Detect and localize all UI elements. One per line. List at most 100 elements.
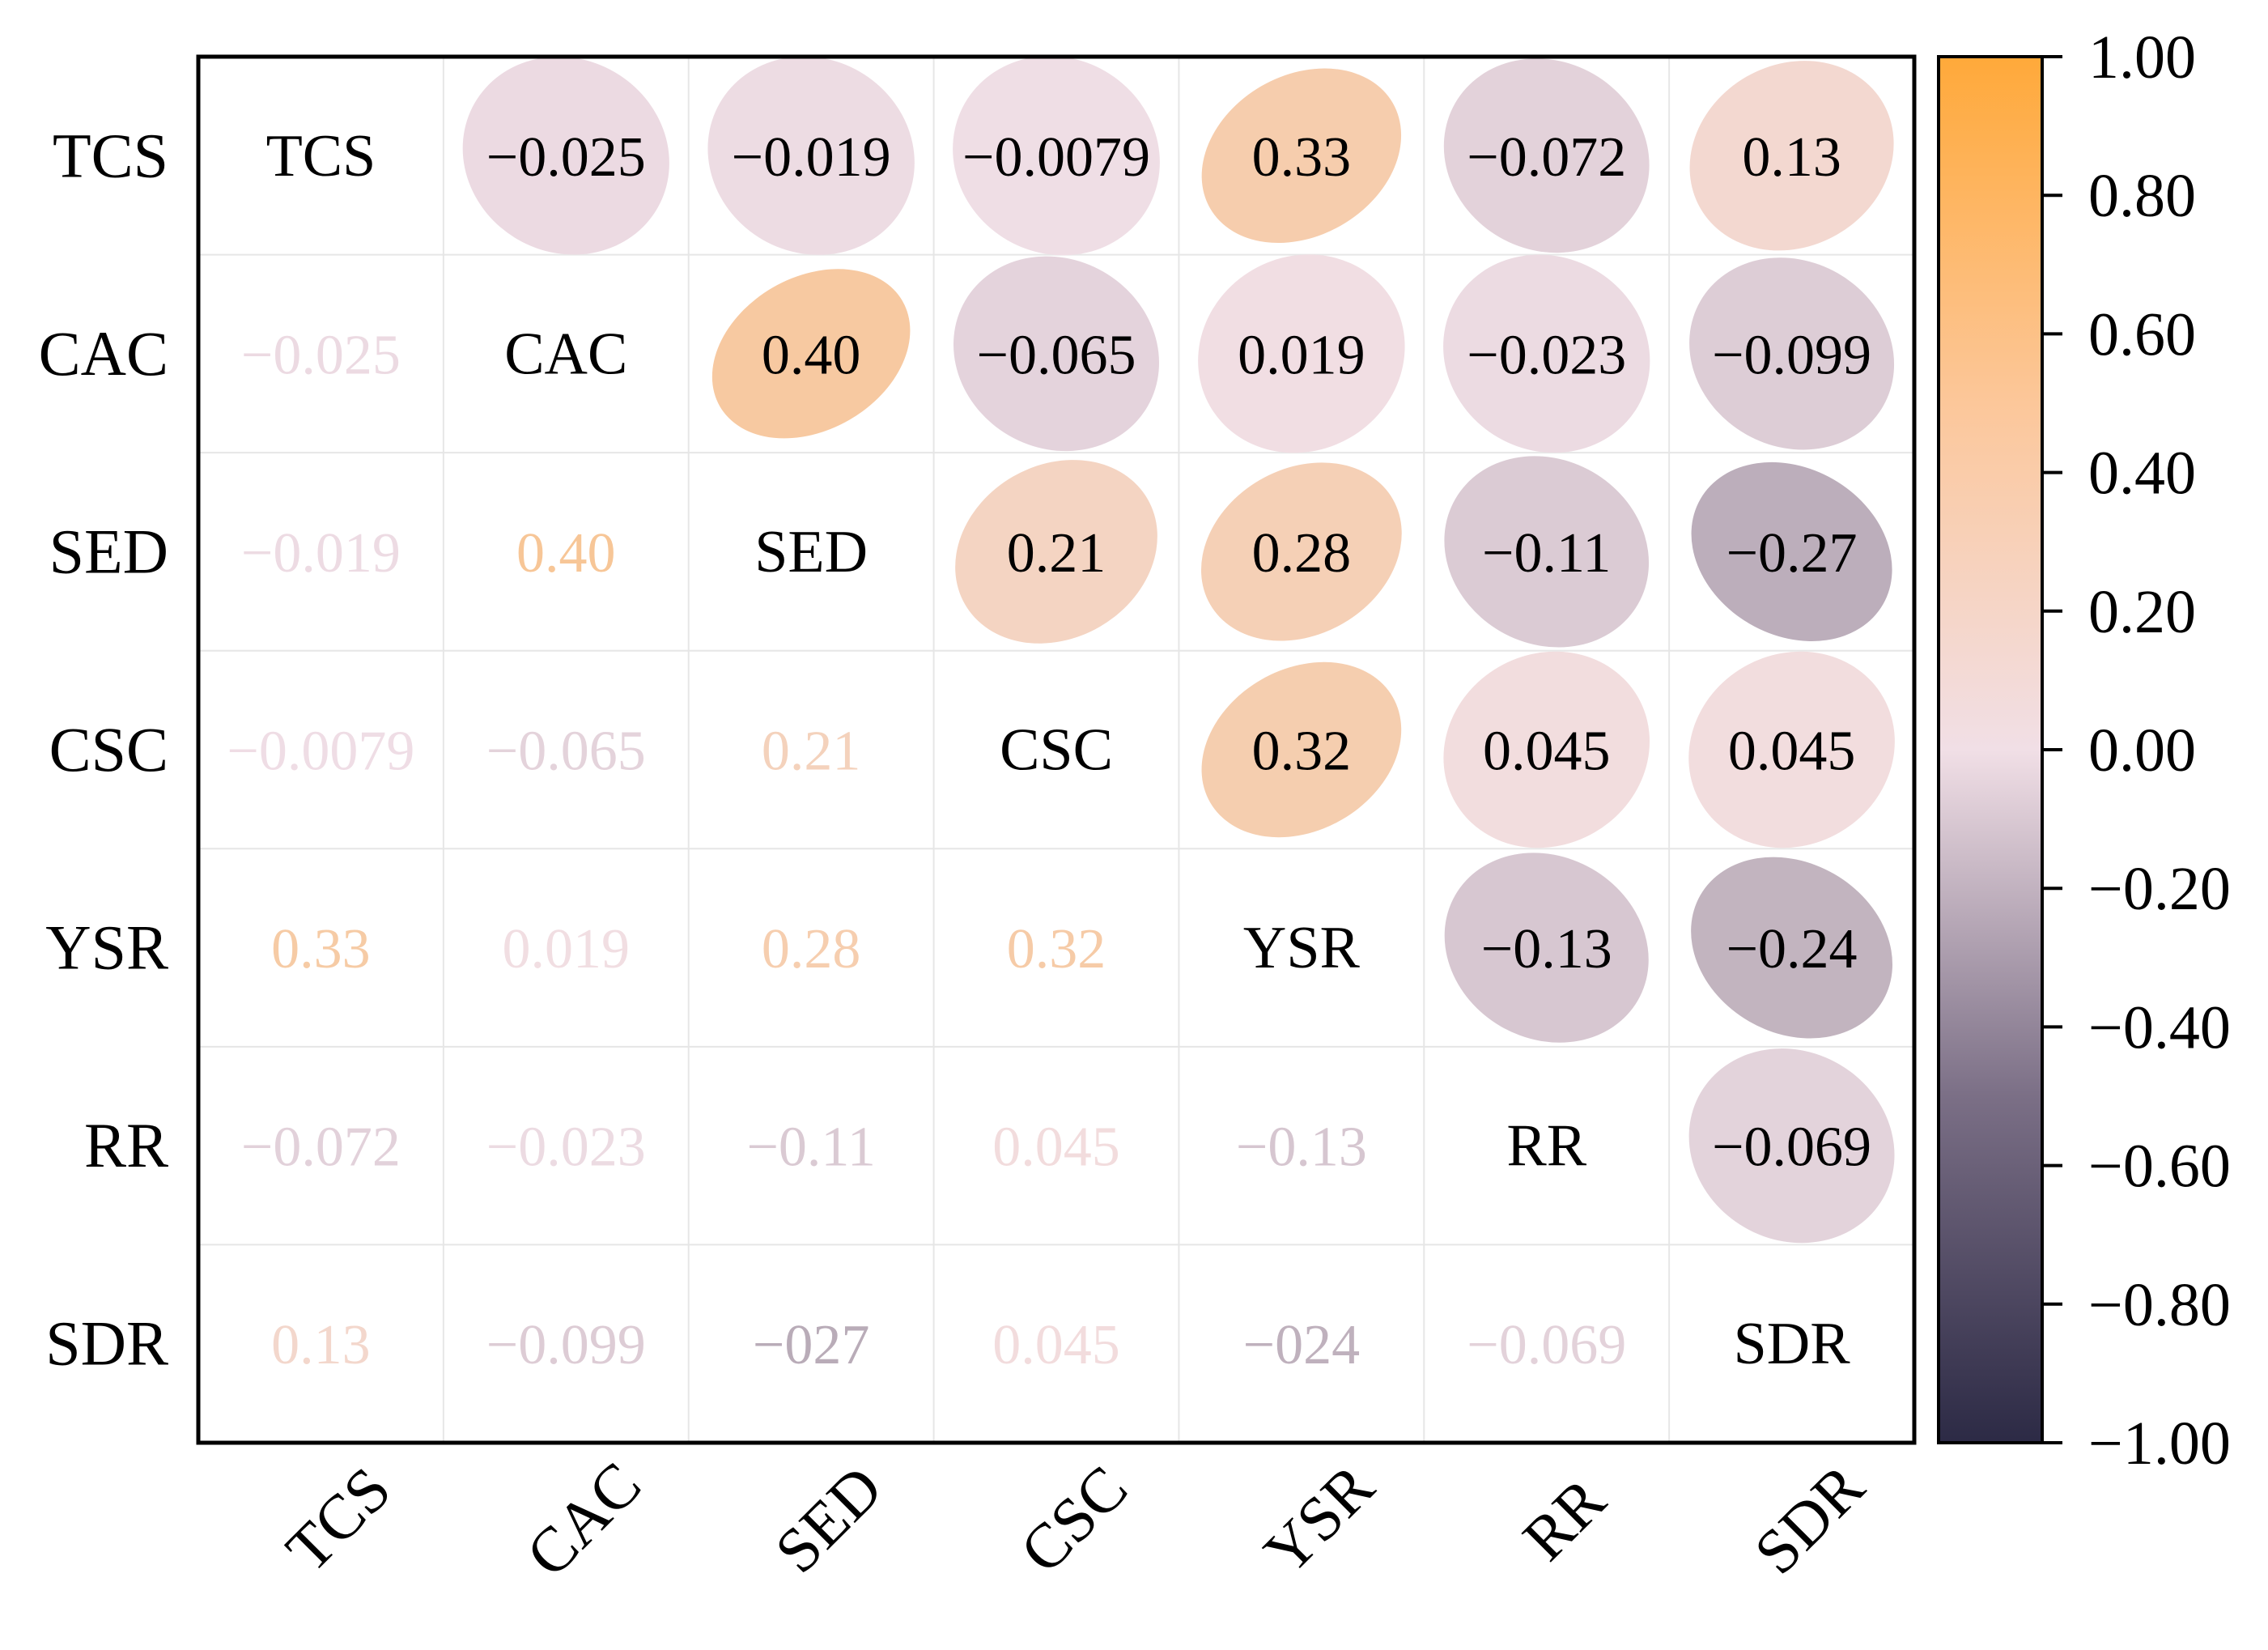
colorbar: 1.00 0.80 0.60 0.40 0.20 0.00 −0.20 −0.40 −0.60 −…: [1937, 23, 2231, 1478]
lower-value-sdr-csc: 0.045: [992, 1314, 1120, 1376]
correlation-ellipse: [1201, 68, 1402, 244]
lower-value-rr-tcs: −0.072: [241, 1116, 401, 1179]
correlation-ellipse: [707, 56, 915, 255]
colorbar-tick-label: −0.60: [2088, 1133, 2231, 1201]
diagonal-label-rr: RR: [1506, 1113, 1586, 1180]
x-tick-label-csc: CSC: [1006, 1452, 1140, 1586]
upper-value-label: 0.045: [1483, 721, 1611, 783]
y-tick-label-rr: RR: [84, 1110, 168, 1180]
x-tick-label-tcs: TCS: [272, 1453, 404, 1585]
correlation-ellipse: [1691, 461, 1892, 641]
y-tick-label-sed: SED: [49, 516, 168, 586]
x-tick-label-sed: SED: [762, 1452, 896, 1586]
x-tick-label-ysr: YSR: [1251, 1451, 1387, 1588]
ellipse-cell-cac-rr: −0.023: [1443, 254, 1650, 453]
ellipse-cell-tcs-sed: −0.019: [707, 56, 915, 255]
upper-value-label: −0.019: [732, 126, 891, 189]
colorbar-tick-label: 0.40: [2088, 440, 2196, 508]
correlation-ellipse: [1198, 254, 1405, 453]
upper-value-label: 0.045: [1728, 721, 1856, 783]
ellipse-cell-tcs-ysr: 0.33: [1201, 68, 1402, 244]
upper-value-label: −0.099: [1712, 324, 1871, 386]
correlation-ellipse: [953, 256, 1160, 452]
colorbar-tick-label: 0.60: [2088, 300, 2196, 368]
x-tick-label-rr: RR: [1509, 1465, 1618, 1574]
correlation-ellipse: [711, 269, 911, 439]
correlation-ellipse: [462, 57, 669, 255]
lower-value-rr-ysr: −0.13: [1236, 1116, 1367, 1179]
upper-value-label: −0.069: [1712, 1116, 1871, 1179]
colorbar-tick-label: −1.00: [2088, 1410, 2231, 1478]
ellipse-cell-tcs-rr: −0.072: [1443, 58, 1650, 253]
ellipse-cell-sed-csc: 0.21: [955, 460, 1157, 644]
lower-value-sdr-ysr: −024: [1243, 1314, 1360, 1376]
ellipse-cell-csc-sdr: 0.045: [1688, 651, 1895, 848]
correlation-ellipse: [1201, 661, 1402, 838]
colorbar-ticks: 1.00 0.80 0.60 0.40 0.20 0.00 −0.20 −0.40 −0.60 −…: [2042, 23, 2231, 1478]
upper-value-label: −0.13: [1481, 918, 1612, 980]
diagonal-label-csc: CSC: [1000, 717, 1113, 784]
upper-value-label: −0.065: [977, 324, 1136, 386]
y-tick-label-ysr: YSR: [45, 912, 168, 983]
lower-value-ysr-sed: 0.28: [762, 918, 861, 980]
y-tick-label-csc: CSC: [49, 714, 168, 785]
lower-value-sdr-sed: −027: [753, 1314, 869, 1376]
y-tick-label-sdr: SDR: [45, 1308, 168, 1379]
upper-value-label: 0.21: [1007, 522, 1106, 585]
colorbar-tick-label: 1.00: [2088, 23, 2196, 91]
correlation-ellipse: [1688, 651, 1895, 848]
correlation-ellipse: [955, 460, 1157, 644]
ellipse-cell-cac-ysr: 0.019: [1198, 254, 1405, 453]
upper-value-label: 0.13: [1742, 126, 1841, 189]
lower-value-sdr-tcs: 0.13: [271, 1314, 371, 1376]
lower-value-rr-csc: 0.045: [992, 1116, 1120, 1179]
ellipse-cell-cac-csc: −0.065: [953, 256, 1160, 452]
grid-lines: [198, 57, 1914, 1443]
lower-value-rr-sed: −0.11: [746, 1116, 875, 1179]
diagonal-label-tcs: TCS: [266, 123, 376, 189]
correlation-ellipse: [1444, 456, 1650, 648]
upper-value-label: −0.27: [1726, 522, 1858, 585]
colorbar-gradient: [1937, 55, 2044, 1444]
plot-frame: [196, 54, 1917, 1445]
colorbar-tick-label: −0.20: [2088, 855, 2231, 923]
upper-value-label: −0.11: [1482, 522, 1611, 585]
lower-value-csc-sed: 0.21: [762, 721, 861, 783]
ellipse-cell-ysr-sdr: −0.24: [1691, 857, 1893, 1039]
ellipse-cell-tcs-cac: −0.025: [462, 57, 669, 255]
ellipse-cell-csc-rr: 0.045: [1443, 651, 1650, 848]
lower-value-ysr-cac: 0.019: [503, 918, 631, 980]
upper-value-label: 0.28: [1252, 522, 1352, 585]
lower-value-csc-cac: −0.065: [486, 721, 646, 783]
colorbar-tick-label: 0.00: [2088, 717, 2196, 785]
diagonal-label-cac: CAC: [504, 321, 627, 387]
matrix-cells: TCS −0.025 −0.019 −0.0079 0.33 −0.072 0.13 −0.0…: [227, 56, 1895, 1377]
colorbar-tick-label: 0.80: [2088, 162, 2196, 230]
diagonal-label-ysr: YSR: [1243, 915, 1361, 981]
upper-value-label: −0.0079: [962, 126, 1150, 189]
ellipse-cell-cac-sed: 0.40: [711, 269, 911, 439]
x-tick-label-cac: CAC: [512, 1448, 654, 1590]
colorbar-tick-label: 0.20: [2088, 578, 2196, 646]
correlation-ellipse: [1444, 853, 1649, 1043]
lower-value-ysr-tcs: 0.33: [271, 918, 371, 980]
upper-value-label: −0.023: [1467, 324, 1626, 386]
correlation-ellipse: [1688, 1048, 1895, 1244]
diagonal-label-sdr: SDR: [1734, 1311, 1851, 1377]
y-tick-label-cac: CAC: [39, 318, 168, 389]
ellipse-cell-csc-ysr: 0.32: [1201, 661, 1402, 838]
correlation-ellipse: [953, 56, 1160, 256]
ellipse-cell-sed-sdr: −0.27: [1691, 461, 1892, 641]
upper-value-label: −0.025: [486, 126, 646, 189]
diagonal-label-sed: SED: [754, 519, 868, 585]
correlation-ellipse: [1689, 257, 1895, 450]
ellipse-cell-sed-rr: −0.11: [1444, 456, 1650, 648]
correlation-ellipse: [1200, 462, 1402, 641]
correlation-ellipse: [1689, 61, 1894, 251]
ellipse-cell-tcs-sdr: 0.13: [1689, 61, 1894, 251]
x-tick-label-sdr: SDR: [1740, 1451, 1877, 1588]
lower-value-ysr-csc: 0.32: [1007, 918, 1106, 980]
ellipse-cell-sed-ysr: 0.28: [1200, 462, 1402, 641]
ellipse-cell-ysr-rr: −0.13: [1444, 853, 1649, 1043]
lower-value-rr-cac: −0.023: [486, 1116, 646, 1179]
